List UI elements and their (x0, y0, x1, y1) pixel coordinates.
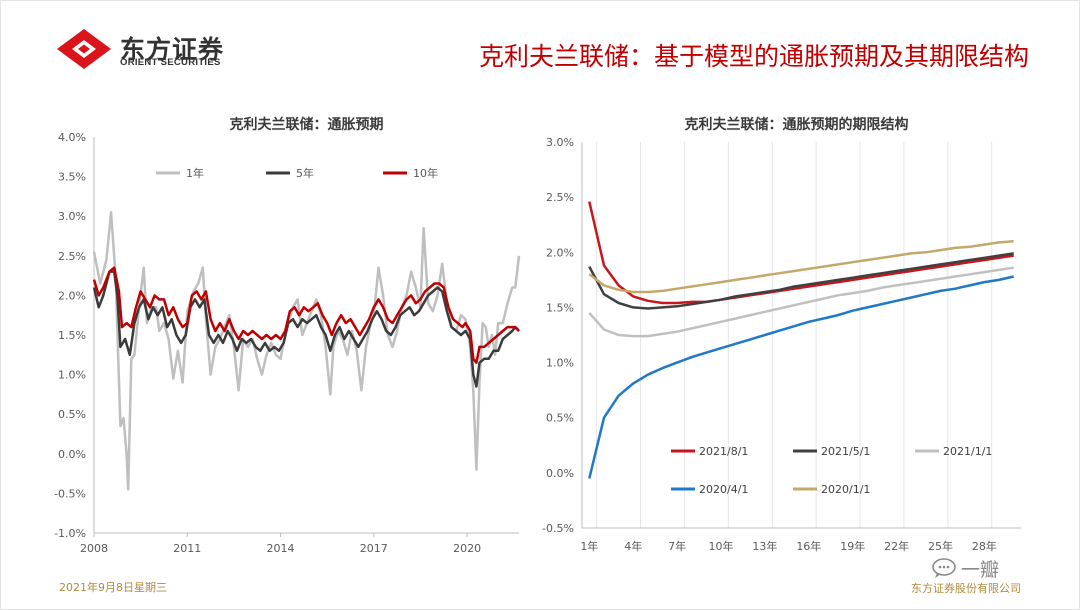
legend-label: 2020/1/1 (821, 483, 870, 496)
x-tick-label: 1年 (580, 539, 598, 553)
legend-label: 10年 (413, 166, 438, 180)
y-tick-label: 3.0% (58, 210, 86, 223)
x-tick-label: 10年 (709, 539, 734, 553)
y-tick-label: 0.5% (58, 408, 86, 421)
series-line-10 (92, 266, 520, 364)
series-line-2020-1-1 (588, 240, 1014, 294)
y-tick-label: 2.0% (58, 289, 86, 302)
y-tick-label: 0.0% (58, 448, 86, 461)
series-line-5 (92, 270, 520, 388)
y-tick-label: -0.5% (54, 487, 86, 500)
y-tick-label: 4.0% (58, 131, 86, 144)
y-tick-label: 1.0% (58, 369, 86, 382)
x-tick-label: 2020 (453, 542, 481, 555)
watermark: 一瓣 (931, 554, 1036, 581)
legend-label: 2020/4/1 (699, 483, 748, 496)
chart-title: 克利夫兰联储：通胀预期的期限结构 (685, 116, 909, 133)
y-tick-label: 1.5% (58, 329, 86, 342)
y-tick-label: 1.5% (546, 301, 574, 314)
series-line-2021-1-1 (588, 266, 1014, 338)
legend-label: 2021/5/1 (821, 445, 870, 458)
y-tick-label: -0.5% (542, 522, 574, 535)
term-structure-chart: 克利夫兰联储：通胀预期的期限结构 -0.5% 0.0% 0.5% 1.0% 1.5% 2.0… (542, 116, 1021, 553)
legend-label: 1年 (186, 166, 204, 180)
diamond-logo-icon (57, 29, 111, 69)
series-line-2021-5-1 (588, 252, 1014, 310)
x-tick-label: 2011 (173, 542, 201, 555)
legend-label: 2021/1/1 (943, 445, 992, 458)
x-tick-label: 13年 (752, 539, 777, 553)
y-tick-label: 0.0% (546, 467, 574, 480)
x-tick-label: 25年 (928, 539, 953, 553)
slide-title: 克利夫兰联储：基于模型的通胀预期及其期限结构 (478, 42, 1029, 71)
x-tick-label: 19年 (840, 539, 865, 553)
x-tick-label: 28年 (972, 539, 997, 553)
y-tick-label: 3.5% (58, 171, 86, 184)
chat-bubble-icon (932, 558, 956, 578)
legend-label: 2021/8/1 (699, 445, 748, 458)
watermark-text: 一瓣 (961, 559, 1000, 581)
y-tick-label: 2.5% (546, 191, 574, 204)
inflation-expectations-chart: 克利夫兰联储：通胀预期 -1.0% -0.5% 0.0% 0.5% 1.0% 1.5% 2.0… (54, 116, 521, 555)
x-tick-label: 7年 (668, 539, 686, 553)
y-tick-label: 1.0% (546, 357, 574, 370)
logo-english-name: ORIENT SECURITIES (120, 57, 221, 68)
footer-date: 2021年9月8日星期三 (59, 581, 167, 594)
legend-label: 5年 (296, 166, 314, 180)
series-line-2020-4-1 (588, 275, 1014, 479)
chart-title: 克利夫兰联储：通胀预期 (230, 116, 384, 133)
y-tick-label: 3.0% (546, 136, 574, 149)
y-tick-label: -1.0% (54, 527, 86, 540)
y-tick-label: 0.5% (546, 412, 574, 425)
series-line-2021-8-1 (588, 201, 1014, 305)
footer-company: 东方证券股份有限公司 (911, 582, 1021, 595)
x-tick-label: 2014 (267, 542, 295, 555)
y-tick-label: 2.5% (58, 250, 86, 263)
x-tick-label: 2008 (80, 542, 108, 555)
x-tick-label: 4年 (624, 539, 642, 553)
x-tick-label: 16年 (796, 539, 821, 553)
x-tick-label: 22年 (884, 539, 909, 553)
x-tick-label: 2017 (360, 542, 388, 555)
series-line-1 (92, 210, 521, 491)
y-tick-label: 2.0% (546, 246, 574, 259)
brand-logo: 东方证券 ORIENT SECURITIES (56, 28, 266, 70)
logo-chinese-name: 东方证券 (120, 35, 225, 64)
